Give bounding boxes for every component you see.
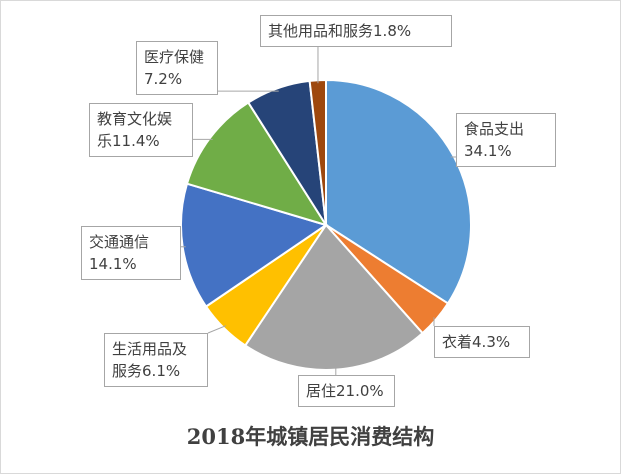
category-label: 交通通信 bbox=[89, 233, 150, 251]
value-label: 14.1% bbox=[89, 255, 137, 273]
value-label: 11.4% bbox=[112, 132, 160, 150]
data-label: 食品支出 34.1% bbox=[456, 113, 556, 167]
category-label: 教育文化娱乐 bbox=[97, 110, 173, 150]
chart-title: 2018年城镇居民消费结构 bbox=[186, 424, 435, 449]
value-label: 34.1% bbox=[464, 142, 512, 160]
data-label: 居住21.0% bbox=[298, 375, 395, 407]
pie-slice bbox=[185, 101, 329, 227]
category-label: 衣着 bbox=[442, 333, 473, 351]
data-label: 教育文化娱乐11.4% bbox=[89, 103, 193, 157]
category-label: 食品支出 bbox=[464, 120, 525, 138]
data-label: 医疗保健 7.2% bbox=[136, 41, 218, 95]
category-label: 居住 bbox=[306, 382, 337, 400]
value-label: 21.0% bbox=[336, 382, 384, 400]
category-label: 医疗保健 bbox=[144, 48, 205, 66]
leader-lines bbox=[181, 47, 456, 375]
category-label: 生活用品及服务 bbox=[112, 340, 188, 380]
data-label: 衣着4.3% bbox=[434, 326, 530, 358]
category-label: 其他用品和服务 bbox=[268, 22, 374, 40]
value-label: 1.8% bbox=[373, 22, 412, 40]
value-label: 4.3% bbox=[472, 333, 511, 351]
leader-line bbox=[207, 325, 227, 334]
data-label: 其他用品和服务1.8% bbox=[260, 15, 452, 47]
value-label: 6.1% bbox=[142, 362, 181, 380]
data-label: 生活用品及服务6.1% bbox=[104, 333, 208, 387]
data-label: 交通通信 14.1% bbox=[81, 226, 181, 280]
value-label: 7.2% bbox=[144, 70, 183, 88]
